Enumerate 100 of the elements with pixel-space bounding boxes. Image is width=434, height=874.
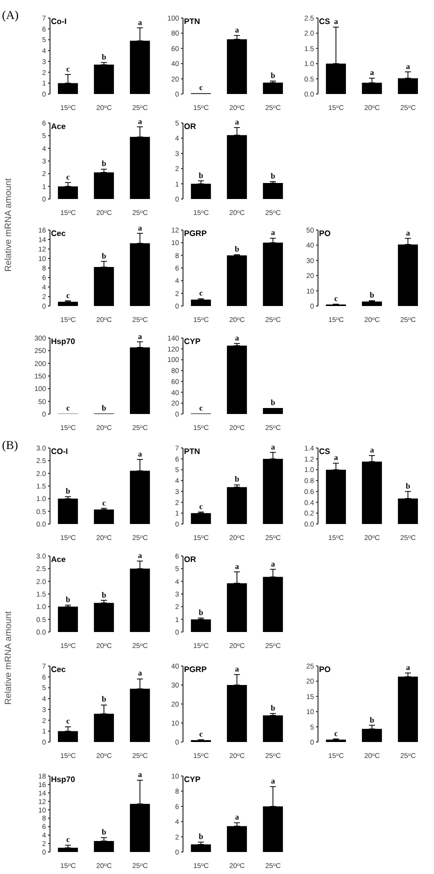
annotation: b — [234, 474, 240, 484]
annotation: c — [66, 290, 70, 300]
annotation: c — [66, 172, 70, 182]
annotation: b — [102, 251, 107, 260]
bar — [190, 844, 211, 852]
bar — [226, 826, 247, 852]
bar — [58, 848, 78, 852]
annotation: a — [235, 118, 239, 127]
annotation: b — [66, 595, 71, 604]
annotation: c — [66, 64, 70, 74]
annotation: b — [102, 159, 107, 168]
bar — [94, 510, 114, 524]
annotation: b — [270, 71, 276, 80]
chart-title: CS — [319, 17, 330, 26]
chart-title: PTN — [184, 447, 200, 456]
annotation: a — [235, 562, 239, 571]
annotation: a — [235, 333, 239, 342]
y-axis-title: Relative mRNA amount — [3, 178, 13, 272]
annotation: c — [66, 716, 70, 726]
bar — [226, 346, 247, 414]
annotation: b — [370, 715, 375, 724]
annotation: c — [66, 835, 70, 844]
bar — [262, 183, 283, 199]
chart-title: Co-I — [51, 17, 67, 26]
annotation: c — [334, 294, 338, 304]
chart-title: PGRP — [184, 229, 207, 238]
annotation: a — [271, 442, 275, 452]
bar — [262, 408, 283, 414]
annotation: a — [370, 68, 374, 78]
annotation: a — [138, 770, 142, 780]
chart-title: CYP — [184, 775, 200, 784]
annotation: a — [271, 776, 275, 786]
annotation: c — [199, 288, 204, 298]
annotation: b — [102, 828, 107, 837]
annotation: b — [102, 590, 107, 600]
chart-title: Ace — [51, 555, 66, 564]
annotation: a — [235, 664, 239, 674]
annotation: b — [102, 403, 107, 412]
bar — [58, 302, 78, 306]
annotation: a — [138, 18, 142, 27]
bar — [226, 39, 247, 94]
chart-title: OR — [184, 122, 196, 131]
bar — [362, 301, 382, 306]
bar — [190, 513, 211, 524]
bar — [58, 186, 78, 199]
annotation: b — [370, 290, 375, 300]
bar — [362, 728, 382, 742]
chart-title: Hsp70 — [51, 337, 76, 346]
annotation: a — [406, 228, 410, 238]
annotation: c — [66, 404, 70, 413]
chart-title: PO — [319, 229, 331, 238]
annotation: a — [334, 17, 338, 26]
annotation: c — [334, 728, 338, 738]
annotation: b — [406, 481, 411, 490]
annotation: a — [138, 551, 142, 560]
annotation: a — [138, 223, 142, 232]
bar — [94, 841, 114, 852]
bar — [226, 487, 247, 524]
bar — [190, 184, 211, 199]
annotation: a — [334, 453, 338, 462]
annotation: c — [199, 502, 204, 512]
chart-title: Hsp70 — [51, 775, 76, 784]
chart-title: PTN — [184, 17, 200, 26]
annotation: b — [102, 694, 107, 704]
annotation: a — [138, 449, 142, 458]
annotation: c — [199, 403, 204, 412]
annotation: a — [271, 228, 275, 238]
bar — [262, 715, 283, 742]
annotation: b — [234, 244, 240, 254]
bar — [262, 82, 283, 94]
chart-title: Ace — [51, 122, 66, 131]
annotation: a — [235, 25, 239, 34]
annotation: a — [138, 116, 142, 126]
chart-title: PO — [319, 665, 331, 674]
chart-title: OR — [184, 555, 196, 564]
bar — [94, 602, 114, 632]
chart-title: CS — [319, 447, 330, 456]
annotation: b — [198, 170, 204, 180]
annotation: b — [270, 398, 276, 408]
annotation: b — [270, 172, 276, 181]
chart-title: Cec — [51, 665, 66, 674]
text: (B) — [2, 438, 18, 453]
y-axis-title: Relative mRNA amount — [3, 611, 13, 705]
annotation: c — [199, 730, 204, 739]
annotation: c — [199, 83, 204, 92]
annotation: b — [66, 486, 71, 496]
chart-title: CO-I — [51, 447, 68, 456]
chart-title: CYP — [184, 337, 200, 346]
bar — [190, 300, 211, 306]
annotation: a — [406, 662, 410, 672]
annotation: c — [102, 498, 106, 508]
annotation: a — [370, 446, 374, 455]
annotation: a — [271, 559, 275, 568]
annotation: a — [138, 668, 142, 678]
bar — [58, 606, 78, 632]
bar — [94, 172, 114, 199]
annotation: b — [198, 608, 204, 618]
bar — [94, 64, 114, 94]
bar — [58, 498, 78, 524]
bar — [398, 676, 418, 742]
